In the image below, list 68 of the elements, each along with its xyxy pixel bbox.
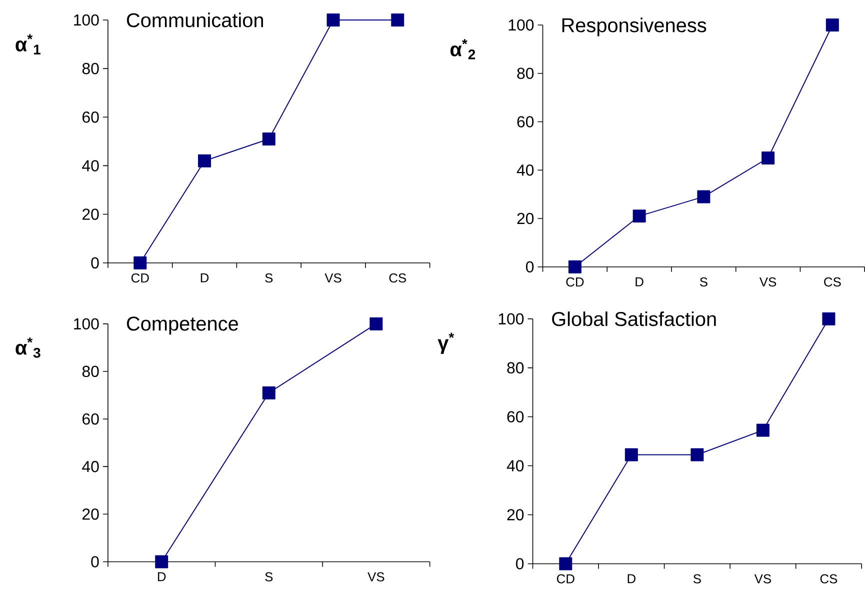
- chart-title: Global Satisfaction: [552, 312, 716, 326]
- x-tick-label: VS: [759, 278, 776, 287]
- x-tick-label: CD: [566, 278, 584, 287]
- point: [559, 557, 572, 570]
- y-axis-title: γ$^{*}$: [438, 332, 454, 354]
- y-tick-label: 60: [82, 413, 99, 425]
- x-tick-label: CD: [556, 574, 574, 584]
- point: [826, 18, 839, 32]
- point: [822, 312, 836, 326]
- y-tick-label: 20: [82, 508, 99, 520]
- chart-title: Communication: [126, 12, 263, 28]
- x-tick-label: VS: [368, 572, 384, 582]
- y-tick-label: 40: [506, 460, 524, 472]
- point: [198, 154, 212, 168]
- x-tick-label: S: [265, 572, 273, 582]
- point: [262, 132, 276, 146]
- point: [756, 424, 770, 437]
- y-tick-label: 20: [507, 509, 524, 521]
- y-tick-label: 80: [82, 366, 99, 378]
- x-tick-label: S: [700, 278, 708, 287]
- y-tick-label: 40: [82, 160, 99, 172]
- y-tick-label: 100: [74, 14, 99, 26]
- point: [690, 448, 704, 462]
- y-tick-label: 0: [91, 257, 99, 269]
- point: [391, 14, 404, 27]
- y-axis-title: α$^{*}$3: [16, 338, 40, 358]
- y-tick-label: 60: [517, 116, 534, 128]
- y-tick-label: 100: [498, 313, 524, 325]
- point: [370, 317, 383, 330]
- x-tick-label: D: [158, 572, 166, 582]
- point: [155, 555, 168, 568]
- y-tick-label: 20: [82, 208, 99, 220]
- x-tick-label: VS: [324, 274, 342, 283]
- y-axis-title: α$^{*}$1: [16, 34, 40, 54]
- x-tick-label: VS: [754, 574, 771, 584]
- y-tick-label: 80: [507, 362, 524, 374]
- y-tick-label: 40: [516, 164, 534, 176]
- x-tick-label: CS: [389, 274, 406, 283]
- chart-title: Responsiveness: [562, 18, 706, 36]
- point: [134, 256, 147, 270]
- y-tick-label: 60: [507, 411, 524, 423]
- point: [762, 152, 775, 165]
- y-tick-label: 100: [74, 318, 99, 330]
- point: [697, 190, 710, 204]
- x-tick-label: CS: [820, 574, 838, 584]
- chart-title: Competence: [126, 316, 238, 335]
- y-tick-label: 80: [517, 68, 534, 80]
- x-tick-label: D: [628, 574, 636, 584]
- x-tick-label: CD: [131, 274, 149, 283]
- x-tick-label: CS: [824, 278, 841, 287]
- y-tick-label: 0: [526, 261, 534, 273]
- point: [568, 260, 582, 274]
- y-tick-label: 0: [91, 556, 99, 568]
- y-tick-label: 60: [82, 112, 99, 123]
- y-tick-label: 40: [82, 461, 99, 472]
- x-tick-label: D: [200, 274, 209, 282]
- x-tick-label: S: [265, 274, 273, 283]
- point: [326, 14, 340, 27]
- y-axis-title: α$^{*}$2: [450, 39, 476, 60]
- x-tick-label: D: [636, 278, 644, 286]
- y-tick-label: 100: [508, 19, 534, 31]
- point: [624, 448, 638, 462]
- y-tick-label: 0: [516, 558, 524, 570]
- x-tick-label: S: [693, 574, 701, 584]
- y-tick-label: 80: [82, 63, 99, 74]
- point: [262, 386, 276, 400]
- y-tick-label: 20: [517, 212, 534, 224]
- point: [632, 210, 646, 223]
